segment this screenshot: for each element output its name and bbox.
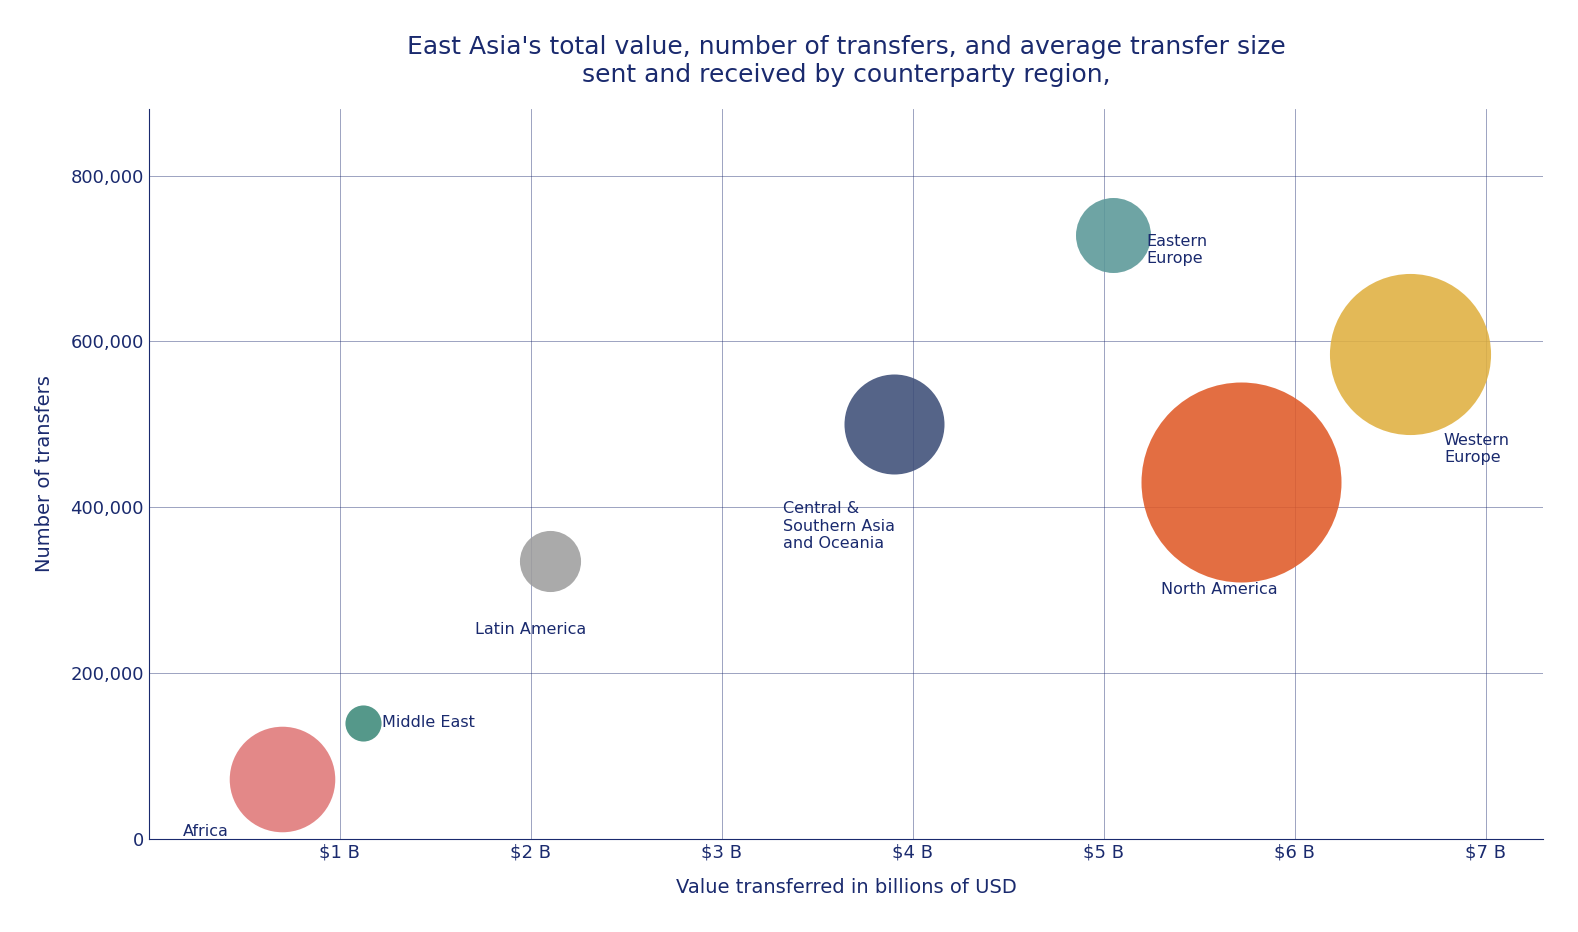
Text: Middle East: Middle East	[382, 715, 475, 730]
Text: Eastern
Europe: Eastern Europe	[1146, 234, 1207, 267]
Point	[1229, 475, 1255, 490]
Text: Central &
Southern Asia
and Oceania: Central & Southern Asia and Oceania	[783, 501, 895, 551]
Point	[350, 715, 376, 730]
Text: Western
Europe: Western Europe	[1444, 433, 1510, 465]
Text: Africa: Africa	[183, 824, 229, 839]
Text: North America: North America	[1161, 582, 1278, 596]
X-axis label: Value transferred in billions of USD: Value transferred in billions of USD	[675, 878, 1016, 898]
Title: East Asia's total value, number of transfers, and average transfer size
sent and: East Asia's total value, number of trans…	[407, 34, 1286, 87]
Y-axis label: Number of transfers: Number of transfers	[35, 376, 54, 572]
Point	[537, 554, 562, 569]
Point	[270, 772, 295, 787]
Point	[881, 417, 906, 432]
Point	[1101, 227, 1127, 242]
Text: Latin America: Latin America	[475, 622, 587, 637]
Point	[1397, 347, 1422, 362]
